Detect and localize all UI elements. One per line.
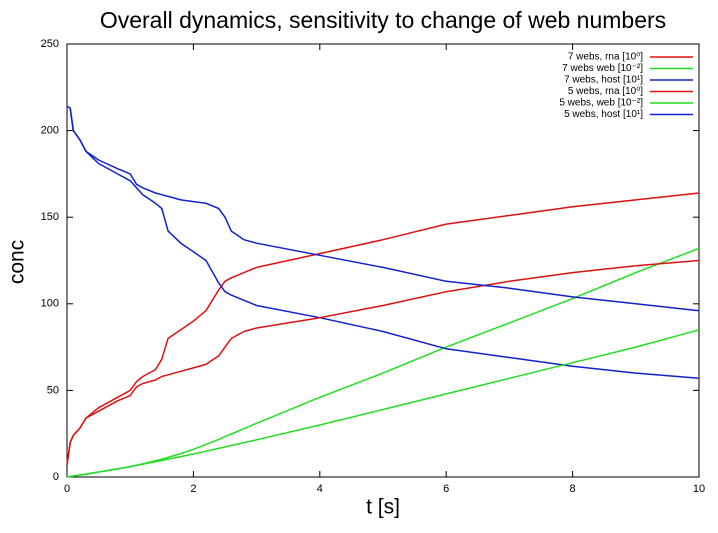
x-tick-label: 6: [443, 483, 449, 495]
series-line: [66, 259, 700, 466]
y-tick-label: 250: [41, 38, 59, 50]
series-line: [66, 247, 700, 478]
legend-label: 5 webs, rna [10⁰]: [568, 86, 643, 97]
x-axis-label: t [s]: [366, 496, 400, 519]
x-tick-label: 0: [64, 483, 70, 495]
legend-label: 5 webs, web [10⁻²]: [559, 98, 643, 109]
x-tick-label: 2: [190, 483, 196, 495]
x-tick-label: 4: [317, 483, 323, 495]
legend-label: 7 webs, rna [10⁰]: [568, 52, 643, 63]
chart-title: Overall dynamics, sensitivity to change …: [100, 7, 666, 33]
y-axis-label: conc: [6, 240, 29, 284]
y-tick-label: 200: [41, 125, 59, 137]
series-line: [66, 329, 700, 478]
series-line: [66, 105, 700, 380]
x-tick-label: 8: [570, 483, 576, 495]
y-tick-label: 0: [53, 471, 59, 483]
y-tick-label: 150: [41, 211, 59, 223]
legend-label: 5 webs, host [10¹]: [564, 109, 643, 120]
legend-label: 7 webs, host [10¹]: [564, 75, 643, 86]
y-tick-label: 100: [41, 298, 59, 310]
series-line: [66, 105, 700, 312]
legend-label: 7 webs web [10⁻²]: [562, 63, 643, 74]
series-line: [66, 192, 700, 466]
x-tick-label: 10: [693, 483, 705, 495]
y-tick-label: 50: [47, 384, 59, 396]
